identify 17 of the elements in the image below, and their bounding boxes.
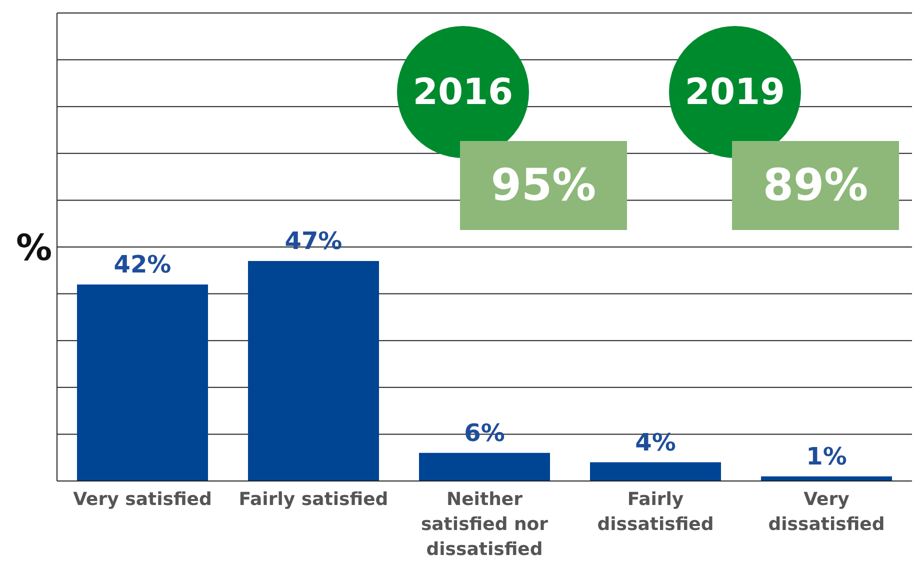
x-tick-label: Fairly dissatisfied <box>597 489 714 535</box>
label-box: 89% <box>732 141 899 230</box>
circle-badge: 2019 <box>669 26 801 158</box>
bar <box>77 284 208 481</box>
x-tick-label: Very satisfied <box>73 489 212 510</box>
x-tick-label: Neither satisfied nor dissatisfied <box>420 489 548 560</box>
bar <box>419 452 550 481</box>
x-tick-label: Very dissatisfied <box>768 489 885 535</box>
data-label: 42% <box>114 250 172 278</box>
circle-badge: 2016 <box>397 26 529 158</box>
bar <box>590 462 721 481</box>
label-box: 95% <box>460 141 627 230</box>
x-tick-label: Fairly satisfied <box>238 489 388 510</box>
data-label: 1% <box>806 442 847 470</box>
y-axis-title: % <box>16 228 52 269</box>
bar <box>248 261 379 481</box>
data-label: 4% <box>635 428 676 456</box>
